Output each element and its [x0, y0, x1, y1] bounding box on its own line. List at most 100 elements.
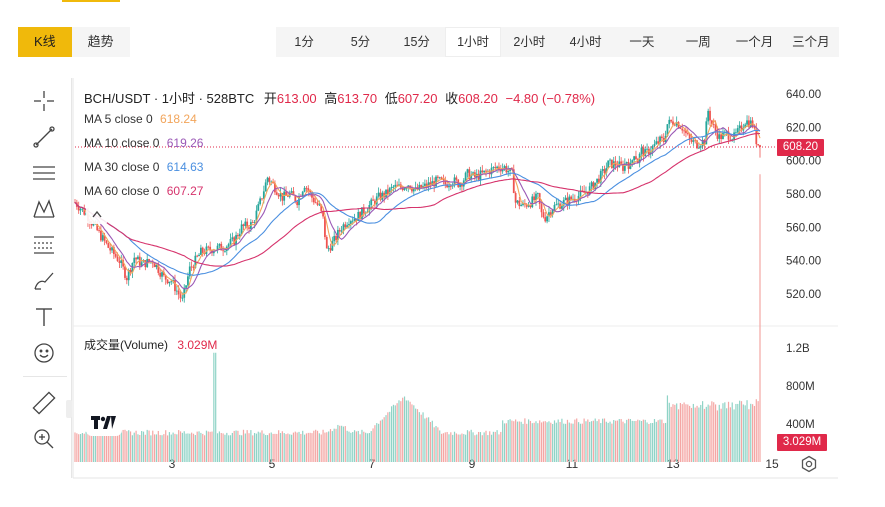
- volume-bar: [89, 431, 91, 462]
- volume-bar: [631, 420, 633, 462]
- volume-bar: [413, 405, 415, 462]
- volume-bar: [383, 417, 385, 462]
- candle-body: [220, 243, 223, 251]
- x-tick-label: 15: [765, 457, 779, 471]
- volume-bar: [107, 434, 109, 462]
- volume-bar: [385, 415, 387, 462]
- candle-body: [329, 248, 332, 251]
- trend-line-icon[interactable]: [27, 122, 61, 152]
- volume-bar: [503, 423, 506, 462]
- candle-body: [411, 188, 413, 192]
- volume-bar: [465, 434, 467, 462]
- volume-bar: [296, 432, 298, 462]
- volume-bar: [563, 423, 565, 462]
- candle-body: [544, 217, 547, 222]
- volume-bar: [626, 419, 628, 462]
- interval-1mo[interactable]: 一个月: [735, 35, 774, 49]
- volume-bar: [498, 434, 500, 462]
- volume-bar: [159, 435, 161, 462]
- volume-bar: [614, 420, 617, 462]
- candle-body: [248, 227, 250, 229]
- volume-bar: [679, 402, 681, 462]
- volume-bar: [342, 426, 345, 462]
- volume-bar: [315, 429, 317, 462]
- low-value: 607.20: [397, 91, 438, 106]
- volume-bar: [577, 422, 580, 462]
- candle-body: [207, 246, 210, 248]
- interval-1m[interactable]: 1分: [294, 35, 314, 49]
- interval-5m[interactable]: 5分: [350, 35, 371, 49]
- interval-1h[interactable]: 1小时: [444, 27, 502, 57]
- interval-4h[interactable]: 4小时: [569, 35, 602, 49]
- candle-body: [103, 235, 106, 241]
- volume-bar: [640, 420, 643, 462]
- high-value: 613.70: [337, 91, 378, 106]
- last-volume-tag: 3.029M: [777, 434, 827, 451]
- interval-2h[interactable]: 2小时: [513, 35, 546, 49]
- candle-body: [218, 243, 221, 246]
- parallel-channel-icon[interactable]: [27, 158, 61, 188]
- volume-bar: [381, 419, 383, 462]
- volume-bar: [755, 399, 757, 462]
- candle-body: [424, 183, 426, 186]
- volume-bar: [509, 419, 511, 462]
- volume-bar: [489, 431, 491, 462]
- volume-bar: [585, 421, 587, 462]
- candle-body: [401, 187, 404, 191]
- interval-1w[interactable]: 一周: [685, 35, 711, 49]
- candle-body: [351, 220, 354, 222]
- symbol-label: BCH/USDT · 1小时 · 528BTC: [84, 91, 255, 106]
- ruler-icon[interactable]: [27, 388, 61, 418]
- volume-bar: [759, 174, 761, 462]
- volume-bar: [557, 419, 559, 462]
- candle-body: [168, 281, 171, 284]
- candle-body: [390, 186, 393, 189]
- volume-bar: [155, 434, 158, 462]
- fib-retracement-icon[interactable]: [27, 230, 61, 260]
- zoom-in-icon[interactable]: [27, 424, 61, 454]
- x-tick-label: 9: [469, 457, 476, 471]
- interval-15m[interactable]: 15分: [403, 35, 430, 49]
- candle-body: [114, 254, 117, 257]
- volume-bar: [565, 423, 567, 462]
- tab-kline[interactable]: K线: [18, 27, 72, 57]
- tradingview-logo[interactable]: [86, 408, 122, 436]
- volume-bar: [403, 396, 406, 462]
- volume-bar: [265, 435, 267, 462]
- brush-icon[interactable]: [27, 266, 61, 296]
- candle-body: [159, 272, 162, 277]
- volume-bar: [415, 408, 417, 462]
- volume-bar: [500, 431, 502, 462]
- candle-body: [685, 130, 687, 134]
- volume-bar: [724, 402, 726, 462]
- candle-body: [174, 279, 176, 292]
- scroll-handle[interactable]: [66, 400, 72, 418]
- collapse-legend-button[interactable]: [86, 204, 108, 224]
- volume-bar: [644, 419, 646, 462]
- interval-3mo[interactable]: 三个月: [792, 35, 830, 49]
- candle-body: [98, 230, 100, 231]
- tab-trend[interactable]: 趋势: [71, 27, 130, 57]
- interval-1d[interactable]: 一天: [629, 35, 655, 49]
- volume-bar: [166, 435, 169, 462]
- candle-body: [642, 147, 645, 157]
- chevron-up-icon: [92, 210, 102, 218]
- candle-body: [714, 124, 717, 131]
- text-icon[interactable]: [27, 302, 61, 332]
- volume-bar: [653, 419, 656, 462]
- gear-icon[interactable]: [800, 455, 818, 473]
- crosshair-icon[interactable]: [27, 86, 61, 116]
- volume-bar: [605, 421, 607, 462]
- candle-body: [379, 192, 382, 200]
- emoji-icon[interactable]: [27, 338, 61, 368]
- volume-bar: [448, 434, 450, 462]
- volume-bar: [163, 434, 165, 462]
- pattern-icon[interactable]: [27, 194, 61, 224]
- volume-bar: [428, 417, 430, 462]
- candle-body: [335, 236, 337, 241]
- volume-bar: [257, 431, 259, 462]
- volume-bar: [561, 418, 563, 462]
- candle-body: [242, 224, 245, 226]
- drawing-toolbar: [19, 78, 72, 478]
